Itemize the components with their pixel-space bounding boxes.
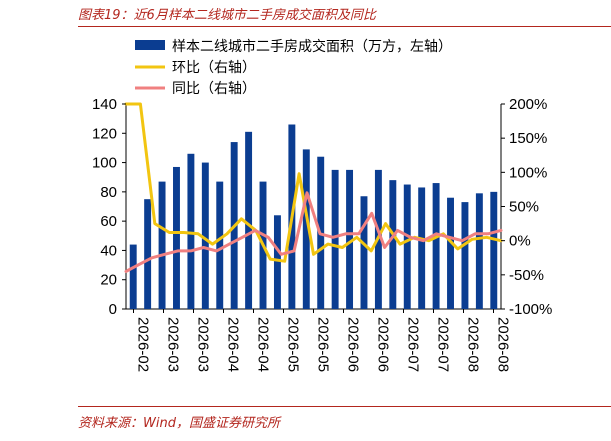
right-y-tick-label: 50% — [509, 199, 539, 216]
right-y-ticks: 200% 150% 100% 50% 0% -50% -100% — [501, 96, 552, 318]
bar — [346, 169, 354, 309]
line-mom — [124, 102, 503, 263]
x-tick-label: 2026-03 — [195, 317, 212, 372]
line-series — [124, 102, 503, 273]
source-divider — [78, 406, 611, 407]
figure-title: 图表19：近6月样本二线城市二手房成交面积及同比 — [78, 8, 376, 23]
x-tick-label: 2026-05 — [285, 317, 302, 372]
bar — [389, 180, 397, 309]
bar-series — [129, 124, 498, 309]
bar — [158, 181, 166, 309]
bar — [461, 202, 469, 309]
legend-label-yoy: 同比（右轴） — [172, 81, 256, 97]
bar — [403, 184, 411, 309]
bar — [245, 131, 253, 309]
left-y-tick-label: 0 — [109, 301, 117, 318]
bar — [129, 244, 137, 309]
left-y-tick-label: 100 — [92, 155, 117, 172]
bar — [490, 191, 498, 309]
left-y-tick-label: 120 — [92, 125, 117, 142]
x-tick-label: 2026-05 — [315, 317, 332, 372]
x-tick-label: 2026-02 — [135, 317, 152, 372]
right-y-tick-label: 0% — [509, 233, 531, 250]
plot-area: 140 120 100 80 60 40 20 0 200% 150% 100% 50% 0% -50%… — [92, 96, 552, 372]
left-y-tick-label: 80 — [100, 184, 117, 201]
left-y-ticks: 140 120 100 80 60 40 20 0 — [92, 96, 126, 318]
bar — [475, 193, 483, 309]
x-tick-label: 2026-06 — [345, 317, 362, 372]
right-y-tick-label: -100% — [509, 301, 552, 318]
bar — [173, 166, 180, 309]
legend: 样本二线城市二手房成交面积（万方，左轴） 环比（右轴） 同比（右轴） — [135, 38, 452, 97]
right-y-tick-label: 200% — [509, 96, 547, 113]
source-note: 资料来源：Wind，国盛证券研究所 — [78, 416, 280, 431]
x-tick-label: 2026-07 — [435, 317, 452, 372]
left-y-tick-label: 20 — [100, 272, 117, 289]
x-tick-label: 2026-07 — [405, 317, 422, 372]
right-y-tick-label: 100% — [509, 164, 547, 181]
bar — [360, 196, 368, 309]
bar — [187, 153, 195, 309]
title-divider — [78, 26, 611, 27]
x-tick-label: 2026-06 — [375, 317, 392, 372]
bar — [447, 197, 454, 309]
x-tick-label: 2026-03 — [165, 317, 182, 372]
bar — [201, 162, 209, 309]
left-y-tick-label: 140 — [92, 96, 117, 113]
left-y-tick-label: 40 — [100, 242, 117, 259]
bar — [216, 181, 224, 309]
legend-label-mom: 环比（右轴） — [172, 60, 256, 76]
right-y-tick-label: 150% — [509, 130, 547, 147]
bar — [331, 169, 339, 309]
line-yoy — [124, 191, 503, 273]
bar — [144, 199, 152, 309]
x-tick-label: 2026-04 — [255, 317, 272, 372]
legend-swatch-area — [135, 40, 165, 50]
left-y-tick-label: 60 — [100, 213, 117, 230]
bar — [273, 215, 281, 309]
x-tick-label: 2026-04 — [225, 317, 242, 372]
right-y-tick-label: -50% — [509, 267, 544, 284]
bar — [302, 149, 310, 309]
x-tick-label: 2026-08 — [465, 317, 482, 372]
legend-label-area: 样本二线城市二手房成交面积（万方，左轴） — [172, 38, 452, 55]
x-ticks: 2026-02 2026-03 2026-03 2026-04 2026-04 2026-… — [133, 309, 512, 372]
bar — [418, 187, 426, 309]
bar — [432, 183, 440, 309]
x-tick-label: 2026-08 — [495, 317, 512, 372]
